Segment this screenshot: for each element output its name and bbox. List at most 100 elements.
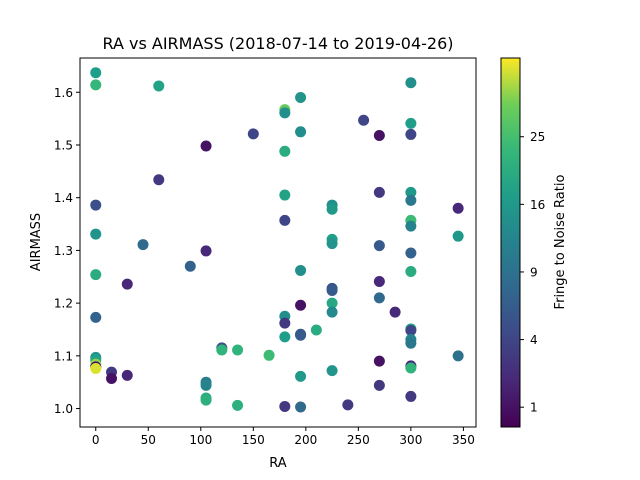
data-point xyxy=(326,365,338,377)
data-point xyxy=(373,240,385,252)
data-point xyxy=(405,220,417,232)
y-tick-label: 1.5 xyxy=(54,138,73,152)
data-point xyxy=(232,399,244,411)
x-tick-label: 100 xyxy=(189,433,212,447)
data-point xyxy=(216,344,228,356)
colorbar-tick-label: 4 xyxy=(530,333,538,347)
colorbar-tick-label: 25 xyxy=(530,130,545,144)
colorbar-tick-label: 16 xyxy=(530,198,545,212)
data-point xyxy=(295,126,307,138)
data-point xyxy=(184,260,196,272)
y-tick-label: 1.4 xyxy=(54,191,73,205)
data-point xyxy=(373,129,385,141)
data-point xyxy=(452,202,464,214)
colorbar-ticks: 1 4 9 16 25 xyxy=(520,130,545,415)
data-point xyxy=(342,399,354,411)
data-point xyxy=(373,355,385,367)
data-point xyxy=(373,379,385,391)
data-point xyxy=(90,67,102,79)
data-point xyxy=(279,145,291,157)
data-point xyxy=(90,269,102,281)
data-point xyxy=(279,107,291,119)
data-point xyxy=(373,276,385,288)
data-point xyxy=(326,203,338,215)
data-point xyxy=(405,390,417,402)
data-point xyxy=(326,306,338,318)
data-point xyxy=(153,174,165,186)
data-point xyxy=(200,245,212,257)
data-point xyxy=(405,77,417,89)
y-tick-label: 1.3 xyxy=(54,244,73,258)
data-point xyxy=(295,401,307,413)
data-point xyxy=(373,186,385,198)
data-point xyxy=(106,373,118,385)
x-tick-label: 300 xyxy=(399,433,422,447)
y-axis: 1.0 1.1 1.2 1.3 1.4 1.5 1.6 xyxy=(54,86,80,416)
colorbar xyxy=(500,57,521,428)
plot-frame xyxy=(79,57,477,428)
data-point xyxy=(405,362,417,374)
data-point xyxy=(247,128,259,140)
y-tick-label: 1.1 xyxy=(54,349,73,363)
data-point xyxy=(405,337,417,349)
data-points xyxy=(90,67,464,413)
data-point xyxy=(279,317,291,329)
data-point xyxy=(358,114,370,126)
data-point xyxy=(452,230,464,242)
x-tick-label: 250 xyxy=(347,433,370,447)
data-point xyxy=(279,214,291,226)
x-axis-label: RA xyxy=(269,456,287,471)
data-point xyxy=(90,362,102,374)
data-point xyxy=(405,117,417,129)
colorbar-tick-label: 9 xyxy=(530,265,538,279)
data-point xyxy=(279,400,291,412)
x-tick-label: 350 xyxy=(452,433,475,447)
data-point xyxy=(232,344,244,356)
data-point xyxy=(200,140,212,152)
data-point xyxy=(90,199,102,211)
x-tick-label: 150 xyxy=(242,433,265,447)
data-point xyxy=(326,297,338,309)
y-tick-label: 1.6 xyxy=(54,86,73,100)
data-point xyxy=(405,128,417,140)
data-point xyxy=(279,189,291,201)
y-tick-label: 1.2 xyxy=(54,297,73,311)
data-point xyxy=(121,369,133,381)
data-point xyxy=(121,278,133,290)
chart-title: RA vs AIRMASS (2018-07-14 to 2019-04-26) xyxy=(102,34,453,53)
data-point xyxy=(295,370,307,382)
x-tick-label: 0 xyxy=(92,433,100,447)
colorbar-tick-label: 1 xyxy=(530,401,538,415)
data-point xyxy=(90,79,102,91)
data-point xyxy=(405,325,417,337)
x-tick-label: 50 xyxy=(141,433,156,447)
y-tick-label: 1.0 xyxy=(54,402,73,416)
data-point xyxy=(295,329,307,341)
data-point xyxy=(373,292,385,304)
x-axis: 0 50 100 150 200 250 300 350 xyxy=(92,427,475,447)
data-point xyxy=(405,247,417,259)
data-point xyxy=(90,311,102,323)
data-point xyxy=(405,265,417,277)
data-point xyxy=(326,238,338,250)
data-point xyxy=(326,284,338,296)
data-point xyxy=(310,324,322,336)
data-point xyxy=(279,331,291,343)
data-point xyxy=(405,186,417,198)
data-point xyxy=(295,299,307,311)
data-point xyxy=(452,350,464,362)
data-point xyxy=(295,264,307,276)
data-point xyxy=(90,228,102,240)
data-point xyxy=(295,92,307,104)
data-point xyxy=(137,239,149,251)
y-axis-label: AIRMASS xyxy=(29,213,44,271)
colorbar-label: Fringe to Noise Ratio xyxy=(553,175,568,310)
data-point xyxy=(263,349,275,361)
data-point xyxy=(389,306,401,318)
data-point xyxy=(153,80,165,92)
data-point xyxy=(405,194,417,206)
data-point xyxy=(200,394,212,406)
x-tick-label: 200 xyxy=(294,433,317,447)
data-point xyxy=(200,379,212,391)
